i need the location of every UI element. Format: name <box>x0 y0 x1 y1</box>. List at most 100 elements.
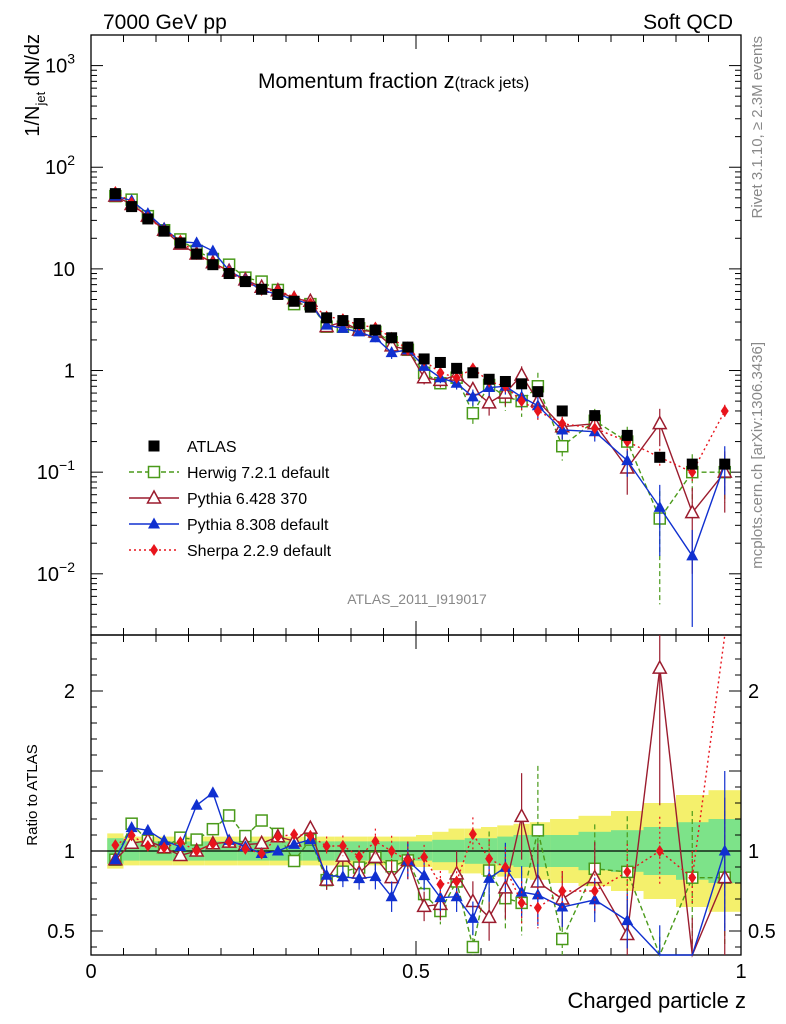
legend-marker-pythia-6-428-370 <box>146 489 162 504</box>
legend-marker-herwig-7-2-1-default <box>147 465 161 479</box>
pythia-8-308-default-ratio-point <box>353 872 366 884</box>
title-sub: (track jets) <box>455 75 530 92</box>
sherpa-2-2-9-default-ratio-point <box>688 871 697 884</box>
herwig-7-2-1-default-ratio-point <box>206 822 220 836</box>
atlas-point <box>272 288 284 300</box>
legend-label-pythia-6-428-370: Pythia 6.428 370 <box>187 491 307 508</box>
atlas-point <box>402 341 414 353</box>
atlas-point <box>223 268 235 280</box>
sherpa-2-2-9-default-point <box>452 371 461 384</box>
herwig-7-2-1-default-point <box>466 406 480 420</box>
legend: ATLAS Herwig 7.2.1 default Pythia 6.428 37… <box>129 439 332 560</box>
legend-marker-pythia-8-308-default <box>148 517 160 529</box>
title-z: z <box>444 68 455 93</box>
sherpa-2-2-9-default-ratio-point <box>111 839 120 852</box>
atlas-point <box>386 332 398 344</box>
sherpa-2-2-9-default-ratio-point <box>468 828 477 841</box>
atlas-point <box>556 405 568 417</box>
atlas-point <box>207 259 219 271</box>
atlas-point <box>483 373 495 385</box>
atlas-point <box>418 353 430 365</box>
sherpa-2-2-9-default-ratio-point <box>623 865 632 878</box>
pythia-8-308-default-point <box>190 236 203 248</box>
herwig-7-2-1-default-ratio-point <box>531 824 545 837</box>
sherpa-2-2-9-default-ratio-point <box>192 845 201 857</box>
sherpa-2-2-9-default-ratio-point <box>533 901 542 914</box>
herwig-7-2-1-default-ratio-point <box>466 940 480 954</box>
atlas-point <box>467 367 479 379</box>
pythia-8-308-default-ratio-point <box>336 870 349 882</box>
sherpa-2-2-9-default-point <box>590 422 599 435</box>
y-tick-label: 102 <box>45 152 75 179</box>
pythia-8-308-default-ratio-point <box>515 885 528 897</box>
pythia-8-308-default-ratio-point <box>718 844 731 856</box>
sherpa-2-2-9-default-ratio-point <box>655 845 664 857</box>
y-tick-label: 10−1 <box>37 457 75 484</box>
x-tick-label: 0.5 <box>402 961 430 983</box>
pythia-6-428-370-ratio-point <box>172 846 189 862</box>
atlas-point <box>434 356 446 368</box>
sherpa-2-2-9-default-ratio-point <box>225 836 234 849</box>
pythia-8-308-default-ratio-point <box>369 870 382 882</box>
ratio-y-tick-label-left: 0.5 <box>47 921 75 943</box>
header-right-label: Soft QCD <box>643 11 733 34</box>
herwig-7-2-1-default-point <box>556 439 569 453</box>
pythia-6-428-370-ratio-point <box>481 908 497 924</box>
x-tick-label: 1 <box>735 961 746 983</box>
atlas-point <box>191 248 203 260</box>
pythia-8-308-default-point <box>686 549 699 561</box>
atlas-point <box>174 237 186 249</box>
sherpa-2-2-9-default-ratio-point <box>590 885 599 897</box>
pythia-8-308-default-ratio-point <box>158 834 171 846</box>
atlas-point <box>142 213 154 225</box>
sherpa-2-2-9-default-ratio-point <box>558 885 567 897</box>
header-left-label: 7000 GeV pp <box>103 11 227 34</box>
atlas-point <box>532 386 544 398</box>
legend-label-atlas: ATLAS <box>187 439 237 456</box>
data-series <box>107 186 733 627</box>
sherpa-2-2-9-default-ratio-point <box>436 878 445 891</box>
x-tick-label: 0 <box>85 961 96 983</box>
pythia-6-428-370-point <box>481 394 497 409</box>
x-axis-label: Charged particle z <box>567 988 746 1013</box>
sherpa-2-2-9-default-ratio-point <box>403 854 412 867</box>
rivet-version-label: Rivet 3.1.10, ≥ 2.3M events <box>749 36 766 219</box>
mcplots-reference-label: mcplots.cern.ch [arXiv:1306.3436] <box>749 342 766 569</box>
pythia-8-308-default-ratio-point <box>483 871 496 883</box>
pythia-8-308-default-point <box>320 318 333 330</box>
atlas-point <box>516 378 528 390</box>
herwig-7-2-1-default-ratio-point <box>255 814 268 827</box>
atlas-point <box>288 295 300 307</box>
ratio-y-tick-label-left: 2 <box>64 681 75 703</box>
atlas-point <box>353 318 365 330</box>
atlas-point <box>369 324 381 336</box>
ylabel-main: 1/N <box>22 106 44 137</box>
sherpa-2-2-9-default-point <box>720 404 729 417</box>
atlas-point <box>256 283 268 295</box>
pythia-6-428-370-point <box>684 504 701 519</box>
legend-label-sherpa-2-2-9-default: Sherpa 2.2.9 default <box>187 543 332 560</box>
sherpa-2-2-9-default-line <box>115 191 726 474</box>
pythia-8-308-default-ratio-point <box>288 837 301 849</box>
y-tick-label: 10 <box>53 259 75 281</box>
atlas-point <box>654 451 666 463</box>
sherpa-2-2-9-default-ratio-point <box>273 830 282 843</box>
sherpa-2-2-9-default-point <box>558 417 567 430</box>
sherpa-2-2-9-default-ratio-line <box>115 634 726 909</box>
sherpa-2-2-9-default-ratio-point <box>208 837 217 850</box>
ratio-y-tick-label-right: 2 <box>748 681 759 703</box>
title-main: Momentum fraction <box>258 70 444 93</box>
sherpa-2-2-9-default-point <box>517 395 526 408</box>
pythia-6-428-370-ratio-point <box>367 848 384 864</box>
pythia-8-308-default-point <box>466 390 479 402</box>
pythia-8-308-default-ratio-point <box>109 853 122 865</box>
herwig-7-2-1-default-ratio-point <box>222 809 236 822</box>
sherpa-2-2-9-default-ratio-point <box>338 839 347 852</box>
ratio-plot-frame <box>90 634 742 956</box>
pythia-8-308-default-ratio-point <box>320 868 333 880</box>
legend-label-herwig-7-2-1-default: Herwig 7.2.1 default <box>187 465 330 482</box>
y-tick-label: 10−2 <box>37 559 75 586</box>
atlas-point <box>499 375 511 387</box>
sherpa-2-2-9-default-ratio-point <box>290 828 299 841</box>
